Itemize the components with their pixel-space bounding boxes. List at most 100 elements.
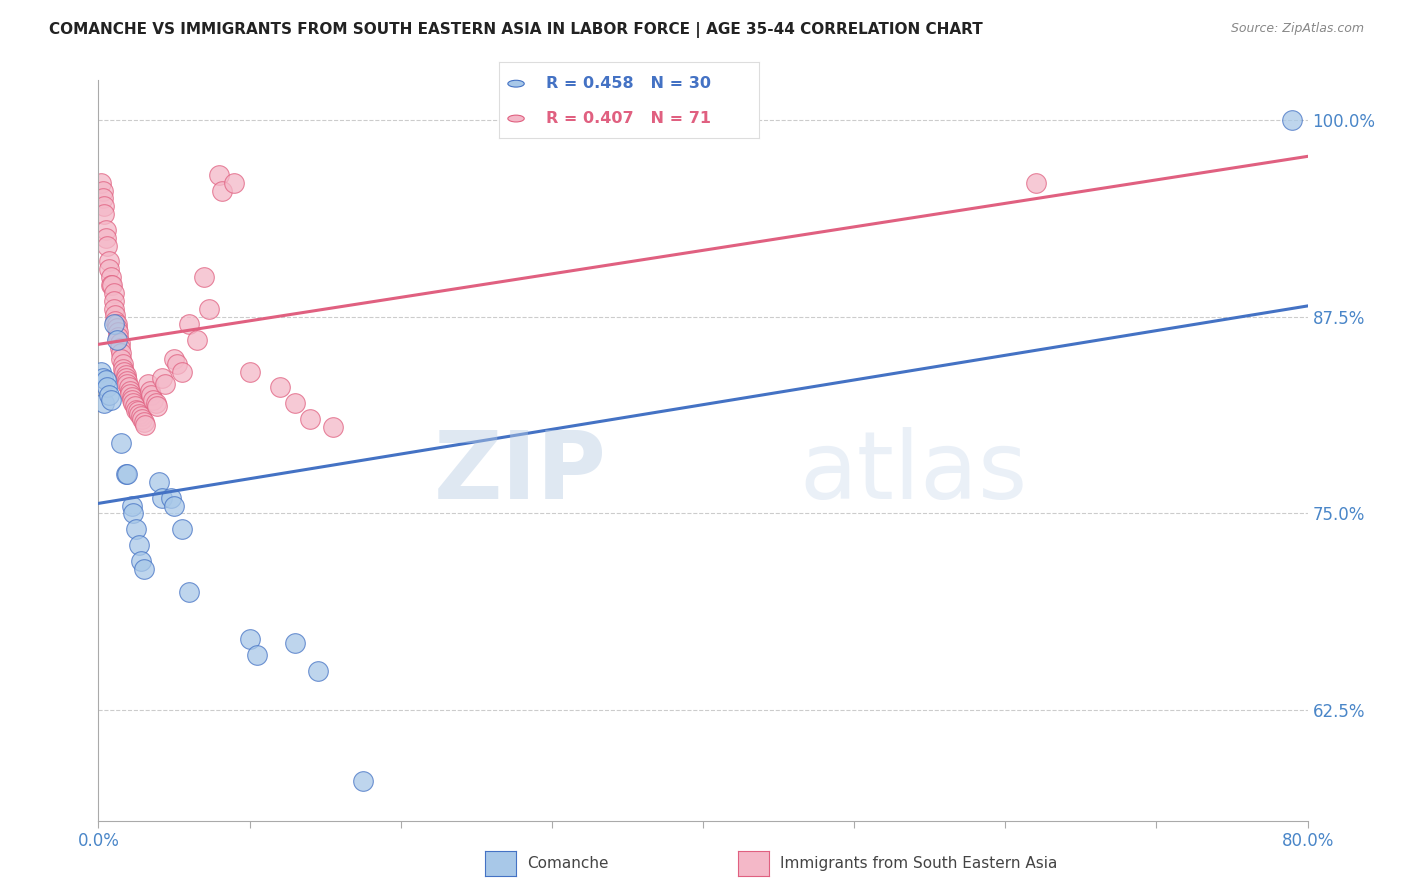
Point	[103, 318, 125, 332]
Point	[129, 409, 152, 423]
Point	[125, 522, 148, 536]
Point	[104, 308, 127, 322]
Point	[111, 361, 134, 376]
Point	[91, 184, 114, 198]
Point	[197, 301, 219, 316]
Point	[94, 373, 117, 387]
Point	[93, 207, 115, 221]
Point	[105, 318, 128, 332]
Point	[100, 392, 122, 407]
Text: Comanche: Comanche	[527, 856, 609, 871]
Point	[98, 254, 121, 268]
Point	[120, 386, 142, 401]
Point	[136, 377, 159, 392]
Point	[128, 538, 150, 552]
Point	[107, 330, 129, 344]
Point	[103, 285, 125, 300]
Point	[284, 635, 307, 649]
Point	[129, 554, 152, 568]
Point	[101, 278, 124, 293]
Point	[1024, 176, 1046, 190]
Point	[246, 648, 269, 663]
Point	[98, 388, 121, 402]
Point	[96, 380, 118, 394]
Text: R = 0.458   N = 30: R = 0.458 N = 30	[546, 76, 711, 91]
Point	[108, 341, 131, 355]
Point	[100, 278, 122, 293]
Point	[112, 365, 135, 379]
Point	[179, 585, 201, 599]
Point	[91, 191, 114, 205]
Point	[103, 301, 125, 316]
Point	[121, 499, 143, 513]
Point	[105, 333, 128, 347]
Text: Immigrants from South Eastern Asia: Immigrants from South Eastern Asia	[780, 856, 1057, 871]
Point	[163, 352, 186, 367]
Point	[352, 774, 374, 789]
Point	[105, 320, 128, 334]
Point	[121, 390, 143, 404]
Point	[114, 467, 136, 481]
Point	[103, 293, 125, 308]
Point	[142, 392, 165, 407]
Point	[118, 380, 141, 394]
Point	[90, 365, 112, 379]
Point	[111, 357, 134, 371]
Point	[146, 400, 169, 414]
Point	[269, 380, 291, 394]
Point	[160, 491, 183, 505]
Point	[307, 664, 329, 678]
Point	[239, 632, 262, 647]
Point	[224, 176, 246, 190]
Point	[104, 314, 127, 328]
Point	[108, 336, 131, 351]
Point	[284, 396, 307, 410]
Point	[93, 396, 115, 410]
Point	[145, 396, 167, 410]
Point	[114, 368, 136, 382]
Point	[148, 475, 170, 489]
Point	[153, 377, 176, 392]
Point	[93, 199, 115, 213]
Point	[134, 418, 156, 433]
Point	[115, 467, 138, 481]
Point	[127, 404, 149, 418]
Point	[139, 384, 162, 398]
Point	[132, 415, 155, 429]
Point	[94, 223, 117, 237]
Point	[132, 561, 155, 575]
Point	[100, 270, 122, 285]
Point	[128, 407, 150, 421]
Point	[122, 396, 145, 410]
Point	[141, 388, 163, 402]
Ellipse shape	[508, 115, 524, 122]
Text: COMANCHE VS IMMIGRANTS FROM SOUTH EASTERN ASIA IN LABOR FORCE | AGE 35-44 CORREL: COMANCHE VS IMMIGRANTS FROM SOUTH EASTER…	[49, 22, 983, 38]
Point	[115, 377, 138, 392]
Point	[124, 400, 146, 414]
Point	[170, 522, 193, 536]
Point	[114, 371, 136, 385]
Point	[91, 371, 114, 385]
Point	[186, 333, 208, 347]
Point	[110, 346, 132, 360]
Point	[208, 168, 231, 182]
Point	[193, 270, 215, 285]
Text: R = 0.407   N = 71: R = 0.407 N = 71	[546, 111, 711, 126]
Point	[179, 318, 201, 332]
Point	[322, 420, 344, 434]
Point	[1281, 112, 1303, 127]
Text: ZIP: ZIP	[433, 426, 606, 518]
Point	[166, 357, 188, 371]
Point	[299, 412, 322, 426]
Ellipse shape	[508, 80, 524, 87]
Text: Source: ZipAtlas.com: Source: ZipAtlas.com	[1230, 22, 1364, 36]
Point	[661, 112, 683, 127]
Point	[98, 262, 121, 277]
Point	[110, 352, 132, 367]
Text: atlas: atlas	[800, 426, 1028, 518]
Point	[170, 365, 193, 379]
Point	[120, 384, 142, 398]
Point	[94, 231, 117, 245]
Point	[125, 402, 148, 417]
Point	[239, 365, 262, 379]
